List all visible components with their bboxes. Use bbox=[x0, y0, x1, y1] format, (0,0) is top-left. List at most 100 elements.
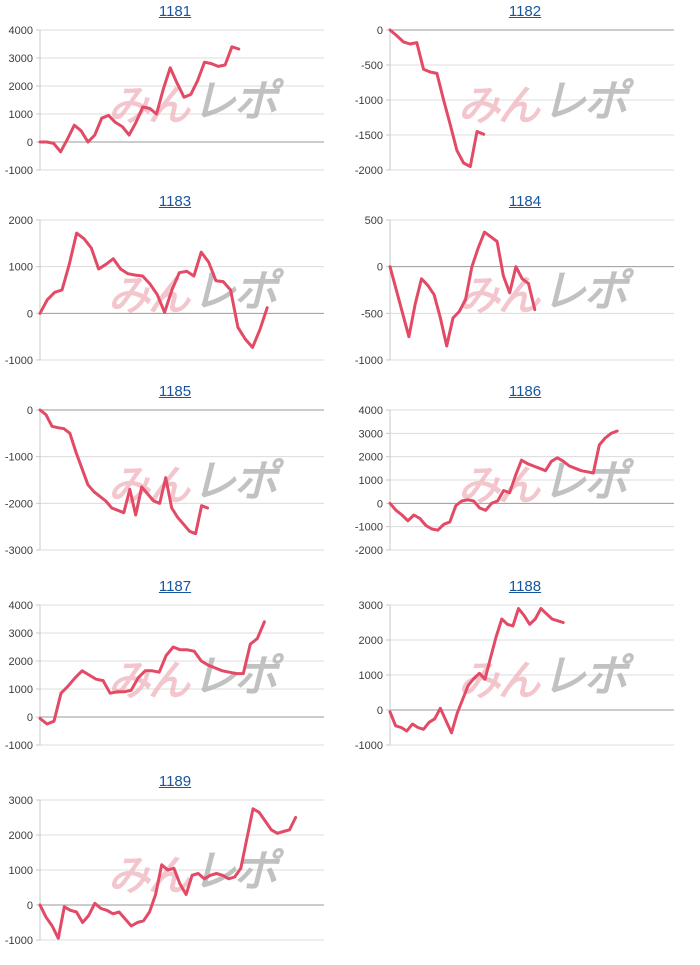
watermark-minrepo-gray: レポ bbox=[542, 266, 635, 317]
y-tick-label: -2000 bbox=[355, 545, 383, 557]
line-chart-1185: 0 -1000 -2000 -3000 みん レポ bbox=[5, 405, 324, 557]
y-tick-label: -1000 bbox=[355, 355, 383, 367]
chart-title-row: 1189 bbox=[0, 770, 350, 794]
watermark-minrepo-pink: みん bbox=[108, 271, 192, 320]
watermark-minrepo-gray: レポ bbox=[192, 456, 285, 507]
y-tick-label: 3000 bbox=[9, 53, 33, 65]
y-tick-label: 3000 bbox=[359, 600, 383, 612]
chart-cell-1183: 1183 2000 1000 0 -1000 みん レポ bbox=[0, 190, 350, 380]
y-tick-label: 1000 bbox=[9, 109, 33, 121]
chart-link-1187[interactable]: 1187 bbox=[158, 578, 192, 595]
y-tick-label: 0 bbox=[27, 900, 33, 912]
y-tick-label: 1000 bbox=[9, 262, 33, 274]
y-tick-label: -1000 bbox=[5, 452, 33, 464]
data-line bbox=[388, 429, 619, 532]
y-tick-label: 500 bbox=[365, 215, 383, 227]
y-tick-label: 3000 bbox=[9, 795, 33, 807]
data-line bbox=[38, 231, 269, 349]
y-tick-label: -1000 bbox=[355, 740, 383, 752]
watermark-minrepo-pink: みん bbox=[458, 271, 542, 320]
chart-cell-1185: 1185 0 -1000 -2000 -3000 みん レポ bbox=[0, 380, 350, 575]
y-tick-label: 1000 bbox=[9, 684, 33, 696]
chart-link-1188[interactable]: 1188 bbox=[508, 578, 542, 595]
data-line bbox=[38, 620, 266, 726]
y-tick-label: 1000 bbox=[359, 670, 383, 682]
data-line bbox=[388, 607, 565, 735]
y-tick-label: -3000 bbox=[5, 545, 33, 557]
chart-title-row: 1186 bbox=[350, 380, 700, 404]
y-tick-label: 0 bbox=[377, 262, 383, 274]
y-tick-label: 1000 bbox=[9, 865, 33, 877]
chart-title-row: 1183 bbox=[0, 190, 350, 214]
line-chart-1187: 4000 3000 2000 1000 0 -1000 みん レポ bbox=[5, 600, 324, 752]
y-tick-label: 2000 bbox=[9, 656, 33, 668]
chart-cell-1189: 1189 3000 2000 1000 0 -1000 みん レポ bbox=[0, 770, 350, 965]
chart-link-1183[interactable]: 1183 bbox=[158, 193, 192, 210]
chart-title-row: 1182 bbox=[350, 0, 700, 24]
data-line bbox=[388, 230, 537, 348]
y-tick-label: 4000 bbox=[9, 600, 33, 612]
watermark-minrepo-pink: みん bbox=[108, 851, 192, 900]
watermark-minrepo-pink: みん bbox=[108, 461, 192, 510]
watermark-minrepo-gray: レポ bbox=[542, 76, 635, 127]
y-tick-label: -1000 bbox=[5, 355, 33, 367]
y-tick-label: 0 bbox=[377, 705, 383, 717]
empty-cell bbox=[350, 770, 700, 965]
y-tick-label: -500 bbox=[361, 60, 383, 72]
watermark-minrepo-gray: レポ bbox=[192, 76, 285, 127]
watermark-minrepo-pink: みん bbox=[458, 461, 542, 510]
y-tick-label: -1000 bbox=[355, 522, 383, 534]
line-chart-1183: 2000 1000 0 -1000 みん レポ bbox=[5, 215, 324, 367]
chart-link-1181[interactable]: 1181 bbox=[158, 3, 192, 20]
y-tick-label: 3000 bbox=[9, 628, 33, 640]
y-tick-label: 2000 bbox=[359, 635, 383, 647]
watermark-minrepo-pink: みん bbox=[458, 81, 542, 130]
chart-title-row: 1184 bbox=[350, 190, 700, 214]
y-tick-label: 0 bbox=[377, 498, 383, 510]
y-tick-label: -1000 bbox=[5, 935, 33, 947]
chart-link-1186[interactable]: 1186 bbox=[508, 383, 542, 400]
data-line bbox=[38, 408, 210, 536]
y-tick-label: 1000 bbox=[359, 475, 383, 487]
watermark-minrepo-gray: レポ bbox=[542, 651, 635, 702]
y-tick-label: 4000 bbox=[359, 405, 383, 417]
y-tick-label: 2000 bbox=[359, 452, 383, 464]
y-tick-label: 2000 bbox=[9, 215, 33, 227]
data-line bbox=[38, 45, 241, 154]
line-chart-1186: 4000 3000 2000 1000 0 -1000 -2000 みん レポ bbox=[355, 405, 674, 557]
y-tick-label: 2000 bbox=[9, 830, 33, 842]
line-chart-1182: 0 -500 -1000 -1500 -2000 みん レポ bbox=[355, 25, 674, 177]
y-tick-label: 0 bbox=[27, 712, 33, 724]
watermark-minrepo-gray: レポ bbox=[542, 456, 635, 507]
y-tick-label: 0 bbox=[27, 137, 33, 149]
chart-title-row: 1181 bbox=[0, 0, 350, 24]
data-line bbox=[388, 28, 486, 168]
chart-cell-1184: 1184 500 0 -500 -1000 みん レポ bbox=[350, 190, 700, 380]
chart-cell-1188: 1188 3000 2000 1000 0 -1000 みん レポ bbox=[350, 575, 700, 770]
chart-cell-1182: 1182 0 -500 -1000 -1500 -2000 みん レポ bbox=[350, 0, 700, 190]
data-line bbox=[38, 807, 298, 940]
chart-cell-1181: 1181 4000 3000 2000 1000 0 -1000 みん レポ bbox=[0, 0, 350, 190]
y-tick-label: -2000 bbox=[355, 165, 383, 177]
line-chart-1184: 500 0 -500 -1000 みん レポ bbox=[355, 215, 674, 367]
y-tick-label: 0 bbox=[27, 405, 33, 417]
chart-link-1182[interactable]: 1182 bbox=[508, 3, 542, 20]
y-tick-label: -1000 bbox=[355, 95, 383, 107]
watermark-minrepo-gray: レポ bbox=[192, 266, 285, 317]
watermark-minrepo-pink: みん bbox=[108, 656, 192, 705]
chart-link-1189[interactable]: 1189 bbox=[158, 773, 192, 790]
y-tick-label: 4000 bbox=[9, 25, 33, 37]
chart-link-1185[interactable]: 1185 bbox=[158, 383, 192, 400]
y-tick-label: -1000 bbox=[5, 740, 33, 752]
y-tick-label: -2000 bbox=[5, 498, 33, 510]
chart-cell-1186: 1186 4000 3000 2000 1000 0 -1000 -2000 みん レポ bbox=[350, 380, 700, 575]
chart-link-1184[interactable]: 1184 bbox=[508, 193, 542, 210]
chart-cell-1187: 1187 4000 3000 2000 1000 0 -1000 みん レポ bbox=[0, 575, 350, 770]
y-tick-label: -500 bbox=[361, 308, 383, 320]
y-tick-label: -1500 bbox=[355, 130, 383, 142]
chart-title-row: 1187 bbox=[0, 575, 350, 599]
